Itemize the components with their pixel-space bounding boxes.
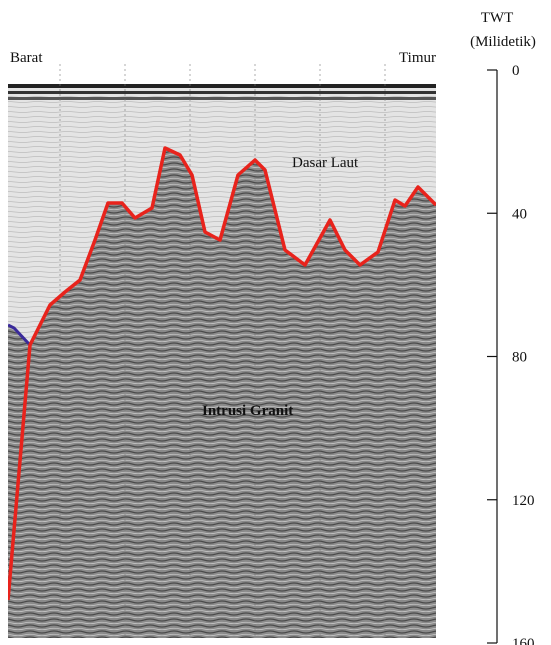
- tick-label: 80: [512, 350, 527, 366]
- axis-title: TWT: [481, 10, 513, 26]
- seismic-section: [8, 64, 436, 638]
- tick-label: 160: [512, 636, 535, 645]
- axis-unit: (Milidetik): [470, 34, 536, 50]
- basement-horizon: [8, 146, 436, 601]
- tick-label: 40: [512, 206, 527, 222]
- sea-floor-label: Dasar Laut: [292, 155, 359, 171]
- purple-horizon: [8, 323, 32, 347]
- tick-label: 120: [512, 493, 535, 509]
- tick-label: 0: [512, 63, 520, 79]
- east-label: Timur: [399, 50, 436, 66]
- intrusion-label: Intrusi Granit: [202, 403, 293, 419]
- axis-ticks: 0 40 80 120 160: [487, 63, 535, 645]
- west-label: Barat: [10, 50, 43, 66]
